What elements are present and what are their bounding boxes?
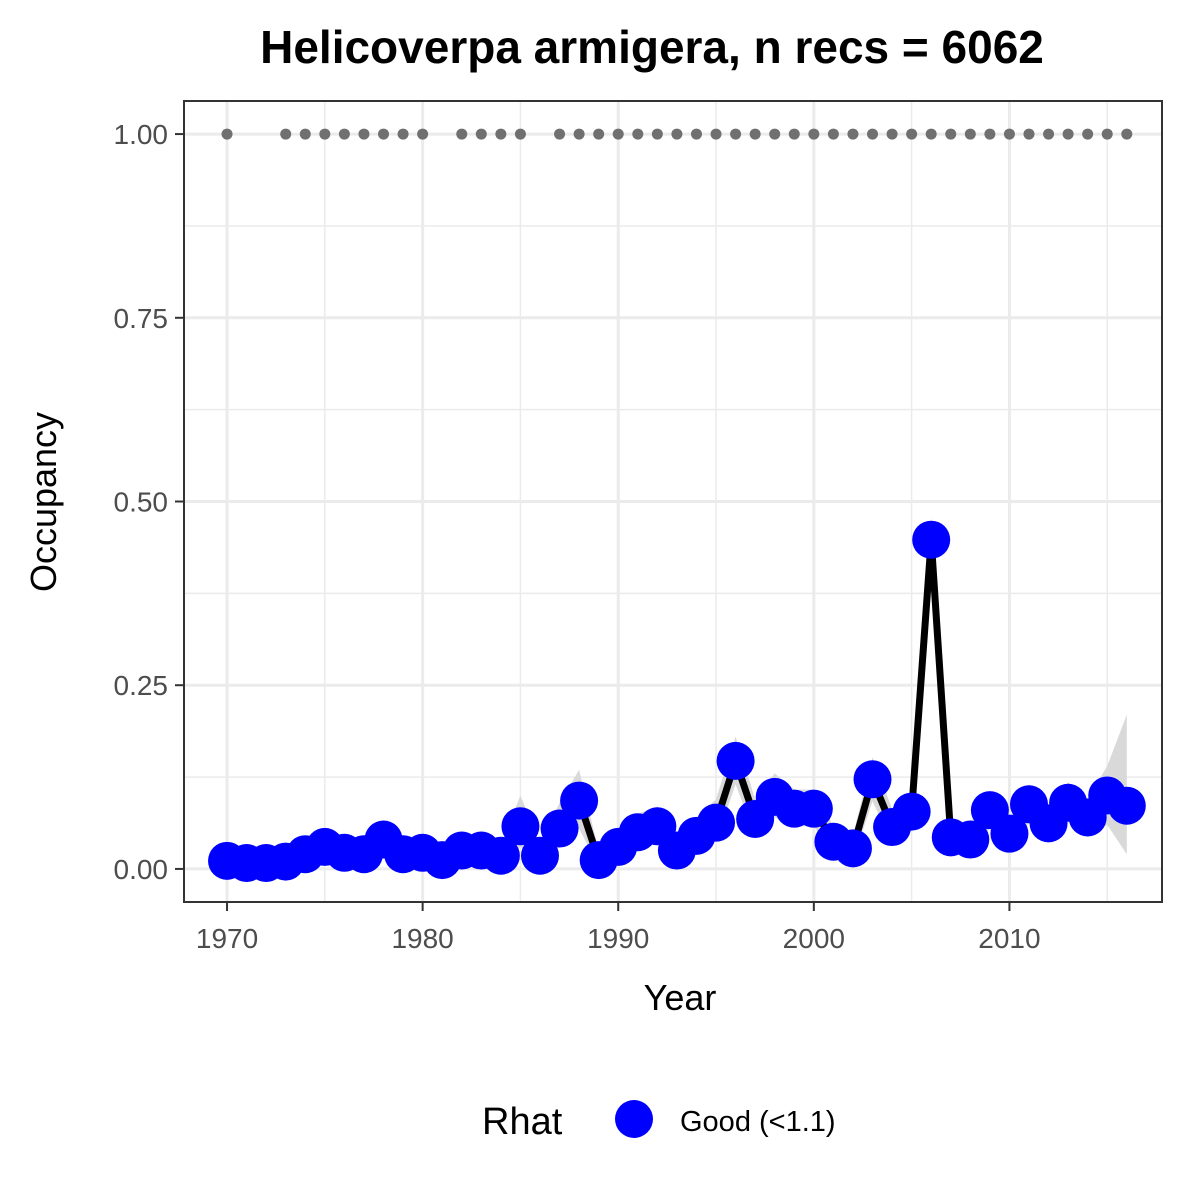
record-dot	[690, 128, 702, 140]
record-dot	[769, 128, 781, 140]
record-dot	[221, 128, 233, 140]
occupancy-point	[990, 814, 1029, 853]
y-tick-label: 0.50	[114, 487, 169, 518]
y-tick-label: 0.25	[114, 670, 169, 701]
record-dot	[417, 128, 429, 140]
record-dot	[397, 128, 409, 140]
record-dots	[221, 128, 1133, 140]
x-tick-label: 1970	[196, 923, 258, 954]
record-dot	[906, 128, 918, 140]
record-dot	[456, 128, 468, 140]
record-dot	[671, 128, 683, 140]
record-dot	[1082, 128, 1094, 140]
record-dot	[1023, 128, 1035, 140]
occupancy-point	[716, 741, 755, 780]
legend: Rhat Good (<1.1)	[482, 1100, 836, 1143]
x-tick-label: 2010	[978, 923, 1040, 954]
record-dot	[847, 128, 859, 140]
occupancy-point	[520, 836, 559, 875]
chart-title: Helicoverpa armigera, n recs = 6062	[260, 21, 1044, 73]
record-dot	[808, 128, 820, 140]
record-dot	[338, 128, 350, 140]
record-dot	[749, 128, 761, 140]
occupancy-point	[697, 803, 736, 842]
y-tick-label: 0.00	[114, 854, 169, 885]
x-tick-label: 2000	[783, 923, 845, 954]
occupancy-point	[501, 807, 540, 846]
record-dot	[651, 128, 663, 140]
occupancy-point	[951, 820, 990, 859]
record-dot	[554, 128, 566, 140]
record-dot	[710, 128, 722, 140]
occupancy-point	[833, 829, 872, 868]
record-dot	[475, 128, 487, 140]
occupancy-point	[1107, 786, 1146, 825]
y-axis-title: Occupancy	[23, 412, 64, 592]
record-dot	[788, 128, 800, 140]
record-dot	[632, 128, 644, 140]
record-dot	[593, 128, 605, 140]
record-dot	[573, 128, 585, 140]
record-dot	[612, 128, 624, 140]
major-gridlines	[184, 101, 1162, 902]
record-dot	[514, 128, 526, 140]
legend-key-good	[615, 1100, 653, 1138]
occupancy-point	[794, 789, 833, 828]
record-dot	[925, 128, 937, 140]
record-dot	[827, 128, 839, 140]
occupancy-point	[912, 520, 951, 559]
x-axis: 1970 1980 1990 2000 2010	[196, 902, 1041, 954]
occupancy-point	[853, 760, 892, 799]
record-dot	[299, 128, 311, 140]
x-tick-label: 1990	[587, 923, 649, 954]
occupancy-point	[892, 792, 931, 831]
record-dot	[964, 128, 976, 140]
y-axis: 0.00 0.25 0.50 0.75 1.00	[114, 119, 184, 885]
record-dot	[319, 128, 331, 140]
record-dot	[867, 128, 879, 140]
y-tick-label: 1.00	[114, 119, 169, 150]
occupancy-point	[560, 781, 599, 820]
legend-title: Rhat	[482, 1101, 563, 1143]
record-dot	[1121, 128, 1133, 140]
record-dot	[495, 128, 507, 140]
record-dot	[1003, 128, 1015, 140]
occupancy-point	[481, 836, 520, 875]
record-dot	[1062, 128, 1074, 140]
record-dot	[1101, 128, 1113, 140]
record-dot	[358, 128, 370, 140]
record-dot	[1043, 128, 1055, 140]
record-dot	[280, 128, 292, 140]
record-dot	[378, 128, 390, 140]
occupancy-points	[208, 520, 1146, 883]
x-tick-label: 1980	[391, 923, 453, 954]
x-axis-title: Year	[644, 977, 717, 1018]
legend-label-good: Good (<1.1)	[680, 1106, 836, 1138]
record-dot	[730, 128, 742, 140]
record-dot	[984, 128, 996, 140]
occupancy-point	[540, 809, 579, 848]
y-tick-label: 0.75	[114, 303, 169, 334]
record-dot	[945, 128, 957, 140]
record-dot	[886, 128, 898, 140]
